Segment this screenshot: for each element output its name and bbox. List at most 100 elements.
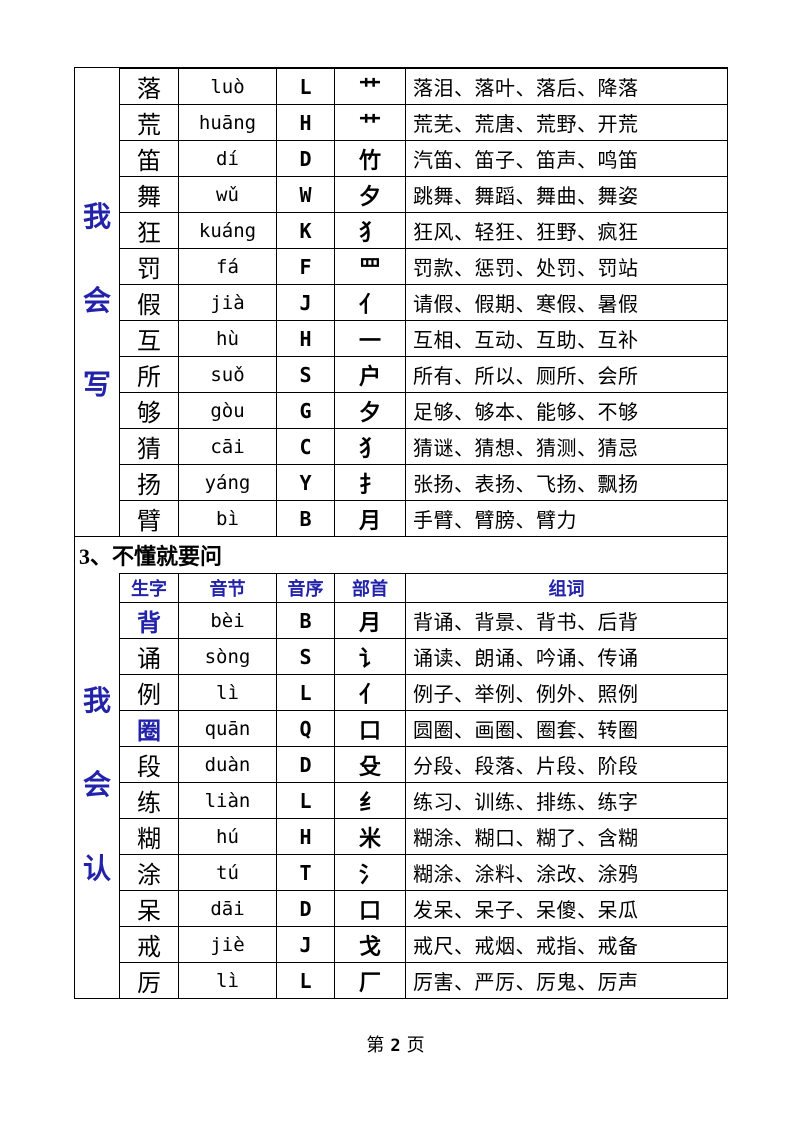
table-row: 练 liàn L 纟 练习、训练、排练、练字 <box>119 782 727 818</box>
pinyin-cell: dāi <box>178 891 276 926</box>
char-cell: 段 <box>119 747 178 782</box>
radical-cell: 亻 <box>334 675 405 710</box>
initial-cell: Y <box>276 465 334 500</box>
char-cell: 诵 <box>119 639 178 674</box>
words-cell: 狂风、轻狂、狂野、疯狂 <box>405 213 727 248</box>
table-row: 舞 wǔ W 夕 跳舞、舞蹈、舞曲、舞姿 <box>119 176 727 212</box>
section2-rows: 背 bèi B 月 背诵、背景、背书、后背 诵 sòng S 讠 诵读、朗 <box>119 602 727 998</box>
section1-rows: 落 luò L 艹 落泪、落叶、落后、降落 荒 huāng H 艹 荒芜、 <box>119 68 727 536</box>
pinyin-cell: fá <box>178 249 276 284</box>
table-row: 猜 cāi C 犭 猜谜、猜想、猜测、猜忌 <box>119 428 727 464</box>
words-cell: 练习、训练、排练、练字 <box>405 783 727 818</box>
table-row: 糊 hú H 米 糊涂、糊口、糊了、含糊 <box>119 818 727 854</box>
initial-cell: L <box>276 963 334 998</box>
table-row: 荒 huāng H 艹 荒芜、荒唐、荒野、开荒 <box>119 104 727 140</box>
section1-side-label: 我 会 写 <box>75 68 119 536</box>
initial-cell: L <box>276 69 334 104</box>
radical-cell: 犭 <box>334 429 405 464</box>
words-cell: 例子、举例、例外、照例 <box>405 675 727 710</box>
table-row: 笛 dí D 竹 汽笛、笛子、笛声、鸣笛 <box>119 140 727 176</box>
table-row: 臂 bì B 月 手臂、臂膀、臂力 <box>119 500 727 536</box>
char-cell: 背 <box>119 603 178 638</box>
char-cell: 臂 <box>119 501 178 536</box>
words-cell: 张扬、表扬、飞扬、飘扬 <box>405 465 727 500</box>
table-row: 例 lì L 亻 例子、举例、例外、照例 <box>119 674 727 710</box>
side-label-char: 我 <box>82 685 111 717</box>
pinyin-cell: jiè <box>178 927 276 962</box>
table-row: 扬 yáng Y 扌 张扬、表扬、飞扬、飘扬 <box>119 464 727 500</box>
radical-cell: 户 <box>334 357 405 392</box>
char-cell: 舞 <box>119 177 178 212</box>
words-cell: 请假、假期、寒假、暑假 <box>405 285 727 320</box>
initial-cell: H <box>276 819 334 854</box>
pinyin-cell: liàn <box>178 783 276 818</box>
pinyin-cell: cāi <box>178 429 276 464</box>
radical-cell: 艹 <box>334 105 405 140</box>
radical-cell: 讠 <box>334 639 405 674</box>
table-row: 互 hù H 一 互相、互动、互助、互补 <box>119 320 727 356</box>
initial-cell: C <box>276 429 334 464</box>
side-label-char: 我 <box>82 202 111 233</box>
pinyin-cell: lì <box>178 963 276 998</box>
initial-cell: K <box>276 213 334 248</box>
pinyin-cell: dí <box>178 141 276 176</box>
table-row: 圈 quān Q 口 圆圈、画圈、圈套、转圈 <box>119 710 727 746</box>
words-cell: 糊涂、涂料、涂改、涂鸦 <box>405 855 727 890</box>
table-header: 生字 音节 音序 部首 组词 <box>119 573 727 602</box>
radical-cell: 犭 <box>334 213 405 248</box>
char-cell: 戒 <box>119 927 178 962</box>
char-cell: 厉 <box>119 963 178 998</box>
pinyin-cell: bì <box>178 501 276 536</box>
words-cell: 落泪、落叶、落后、降落 <box>405 69 727 104</box>
header-radical: 部首 <box>334 574 405 602</box>
radical-cell: 戈 <box>334 927 405 962</box>
initial-cell: D <box>276 747 334 782</box>
radical-cell: 米 <box>334 819 405 854</box>
initial-cell: D <box>276 141 334 176</box>
radical-cell: 艹 <box>334 69 405 104</box>
pinyin-cell: suǒ <box>178 357 276 392</box>
initial-cell: B <box>276 603 334 638</box>
radical-cell: 夕 <box>334 177 405 212</box>
side-label-char: 写 <box>82 370 111 401</box>
char-cell: 落 <box>119 69 178 104</box>
char-cell: 所 <box>119 357 178 392</box>
page-number: 2 <box>390 1036 403 1056</box>
table-row: 涂 tú T 氵 糊涂、涂料、涂改、涂鸦 <box>119 854 727 890</box>
pinyin-cell: hù <box>178 321 276 356</box>
pinyin-cell: wǔ <box>178 177 276 212</box>
section1-table: 我 会 写 落 luò L 艹 落泪、落叶、落后、降落 <box>75 68 727 536</box>
table-row: 罚 fá F 罒 罚款、惩罚、处罚、罚站 <box>119 248 727 284</box>
words-cell: 跳舞、舞蹈、舞曲、舞姿 <box>405 177 727 212</box>
words-cell: 荒芜、荒唐、荒野、开荒 <box>405 105 727 140</box>
initial-cell: F <box>276 249 334 284</box>
footer-prefix: 第 <box>366 1035 387 1055</box>
pinyin-cell: duàn <box>178 747 276 782</box>
initial-cell: T <box>276 855 334 890</box>
char-cell: 笛 <box>119 141 178 176</box>
pinyin-cell: jià <box>178 285 276 320</box>
pinyin-cell: sòng <box>178 639 276 674</box>
words-cell: 背诵、背景、背书、后背 <box>405 603 727 638</box>
words-cell: 分段、段落、片段、阶段 <box>405 747 727 782</box>
table-row: 背 bèi B 月 背诵、背景、背书、后背 <box>119 602 727 638</box>
char-cell: 糊 <box>119 819 178 854</box>
char-cell: 够 <box>119 393 178 428</box>
words-cell: 发呆、呆子、呆傻、呆瓜 <box>405 891 727 926</box>
words-cell: 猜谜、猜想、猜测、猜忌 <box>405 429 727 464</box>
radical-cell: 月 <box>334 501 405 536</box>
words-cell: 互相、互动、互助、互补 <box>405 321 727 356</box>
lesson-heading: 3、不懂就要问 <box>75 536 727 573</box>
radical-cell: 氵 <box>334 855 405 890</box>
words-cell: 圆圈、画圈、圈套、转圈 <box>405 711 727 746</box>
char-cell: 罚 <box>119 249 178 284</box>
radical-cell: 一 <box>334 321 405 356</box>
pinyin-cell: gòu <box>178 393 276 428</box>
char-cell: 猜 <box>119 429 178 464</box>
header-char: 生字 <box>119 574 178 602</box>
radical-cell: 夕 <box>334 393 405 428</box>
header-words: 组词 <box>405 574 727 602</box>
pinyin-cell: tú <box>178 855 276 890</box>
initial-cell: J <box>276 927 334 962</box>
